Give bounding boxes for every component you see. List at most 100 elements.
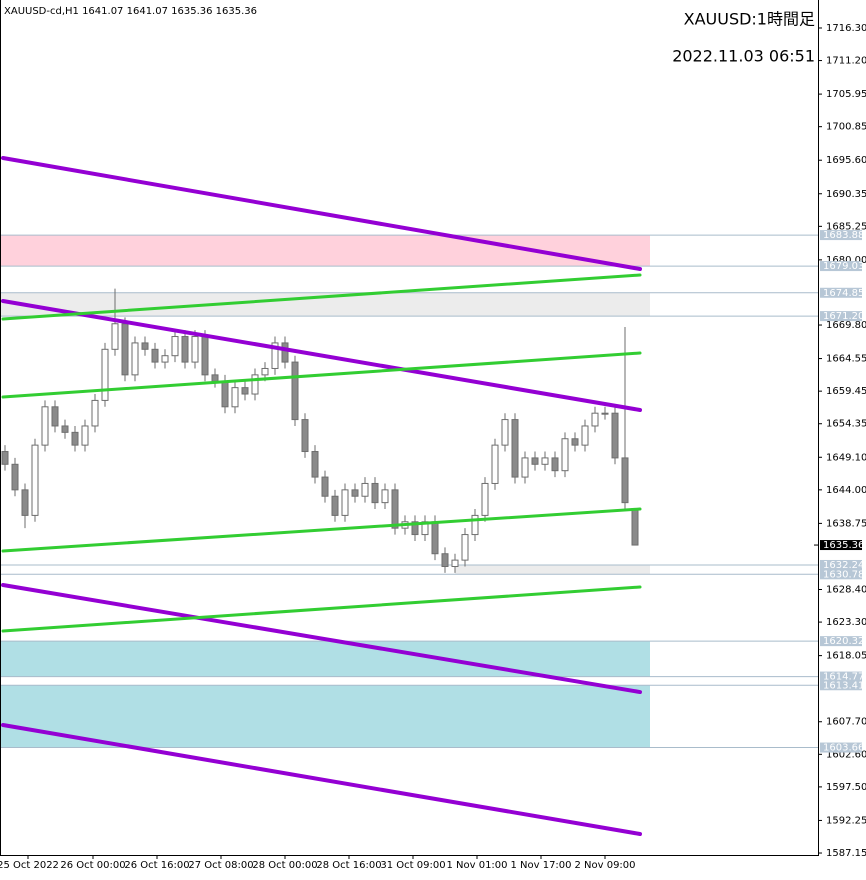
candle-body bbox=[371, 482, 379, 504]
candle-body bbox=[451, 559, 459, 568]
x-tick-label: 28 Oct 00:00 bbox=[252, 860, 317, 871]
y-tick-label: 1644.00 bbox=[826, 485, 866, 496]
level-label-box bbox=[820, 680, 862, 691]
candle-body bbox=[601, 412, 609, 415]
x-tick-label: 26 Oct 16:00 bbox=[124, 860, 189, 871]
candle-body bbox=[201, 336, 209, 376]
level-label-box bbox=[820, 671, 862, 682]
zone bbox=[0, 292, 650, 317]
candle-body bbox=[431, 521, 439, 555]
level-label: 1614.77 bbox=[823, 672, 864, 683]
level-label-box bbox=[820, 742, 862, 753]
zone bbox=[0, 685, 650, 748]
candle-body bbox=[301, 419, 309, 453]
y-tick-label: 1592.25 bbox=[826, 815, 866, 826]
y-tick-label: 1623.30 bbox=[826, 617, 866, 628]
candle-body bbox=[191, 336, 199, 363]
trend-line bbox=[1, 299, 642, 412]
candle-body bbox=[491, 444, 499, 484]
zone bbox=[0, 235, 650, 267]
candle-body bbox=[211, 374, 219, 382]
y-tick-label: 1690.35 bbox=[826, 189, 866, 200]
candle-body bbox=[481, 482, 489, 516]
chart-title: XAUUSD-cd,H1 1641.07 1641.07 1635.36 163… bbox=[4, 6, 257, 17]
candle-body bbox=[151, 348, 159, 363]
trend-line bbox=[1, 585, 642, 633]
candle-body bbox=[141, 342, 149, 350]
y-tick-label: 1654.35 bbox=[826, 419, 866, 430]
level-label: 1613.41 bbox=[823, 680, 864, 691]
candle-body bbox=[91, 399, 99, 427]
candle-body bbox=[61, 425, 69, 433]
candle-body bbox=[281, 342, 289, 363]
y-tick-label: 1669.80 bbox=[826, 320, 866, 331]
trend-line bbox=[1, 723, 642, 836]
level-label-box bbox=[820, 559, 862, 570]
candle-body bbox=[111, 323, 119, 350]
candle-body bbox=[331, 495, 339, 516]
candle-body bbox=[441, 553, 449, 568]
candle-body bbox=[131, 342, 139, 376]
y-tick-label: 1711.20 bbox=[826, 56, 866, 67]
level-label-box bbox=[820, 569, 862, 580]
candle-body bbox=[631, 508, 639, 546]
y-tick-label: 1664.55 bbox=[826, 354, 866, 365]
level-label: 1674.85 bbox=[823, 288, 864, 299]
x-tick-label: 2 Nov 09:00 bbox=[574, 860, 635, 871]
y-tick-label: 1618.05 bbox=[826, 651, 866, 662]
candle-body bbox=[471, 514, 479, 536]
y-tick-label: 1638.75 bbox=[826, 518, 866, 529]
zone bbox=[455, 564, 650, 575]
candle-body bbox=[11, 463, 19, 491]
x-tick-label: 1 Nov 17:00 bbox=[510, 860, 571, 871]
level-label-box bbox=[820, 261, 862, 272]
level-label-box bbox=[820, 287, 862, 298]
y-tick-label: 1700.85 bbox=[826, 122, 866, 133]
candle-body bbox=[161, 355, 169, 363]
y-tick-label: 1695.60 bbox=[826, 155, 866, 166]
candle-body bbox=[541, 457, 549, 465]
level-label-box bbox=[820, 311, 862, 322]
y-tick-label: 1602.60 bbox=[826, 749, 866, 760]
candle-body bbox=[511, 419, 519, 478]
y-tick-label: 1649.10 bbox=[826, 452, 866, 463]
candle-body bbox=[411, 521, 419, 536]
level-label-box bbox=[820, 540, 862, 551]
trend-line bbox=[1, 583, 642, 695]
level-label: 1671.20 bbox=[823, 311, 864, 322]
candle-body bbox=[81, 425, 89, 446]
trend-line bbox=[1, 507, 642, 553]
candle-body bbox=[171, 336, 179, 357]
symbol-label: XAUUSD:1時間足 bbox=[684, 10, 815, 29]
x-tick-label: 26 Oct 00:00 bbox=[60, 860, 125, 871]
candle-body bbox=[381, 489, 389, 504]
candle-body bbox=[351, 489, 359, 497]
candle-body bbox=[31, 444, 39, 516]
level-label: 1679.03 bbox=[823, 261, 864, 272]
candle-body bbox=[391, 489, 399, 529]
candle-body bbox=[101, 348, 109, 401]
level-label-box bbox=[820, 230, 862, 241]
candle-body bbox=[181, 336, 189, 363]
level-label: 1630.78 bbox=[823, 569, 864, 580]
candle-body bbox=[341, 489, 349, 516]
trend-line bbox=[1, 351, 642, 399]
timestamp: 2022.11.03 06:51 bbox=[672, 47, 815, 66]
y-tick-label: 1685.25 bbox=[826, 221, 866, 232]
level-label: 1632.24 bbox=[823, 560, 864, 571]
candle-body bbox=[361, 482, 369, 497]
candle-body bbox=[591, 412, 599, 427]
candle-body bbox=[21, 489, 29, 516]
plot-area bbox=[0, 155, 818, 836]
candle-body bbox=[231, 387, 239, 408]
candle-body bbox=[311, 451, 319, 478]
candle-body bbox=[41, 406, 49, 446]
candle-body bbox=[461, 534, 469, 561]
trend-line bbox=[1, 155, 642, 272]
candle-body bbox=[551, 457, 559, 472]
x-tick-label: 28 Oct 16:00 bbox=[316, 860, 381, 871]
candle-body bbox=[121, 323, 129, 376]
candle-body bbox=[51, 406, 59, 427]
y-tick-label: 1705.95 bbox=[826, 89, 866, 100]
